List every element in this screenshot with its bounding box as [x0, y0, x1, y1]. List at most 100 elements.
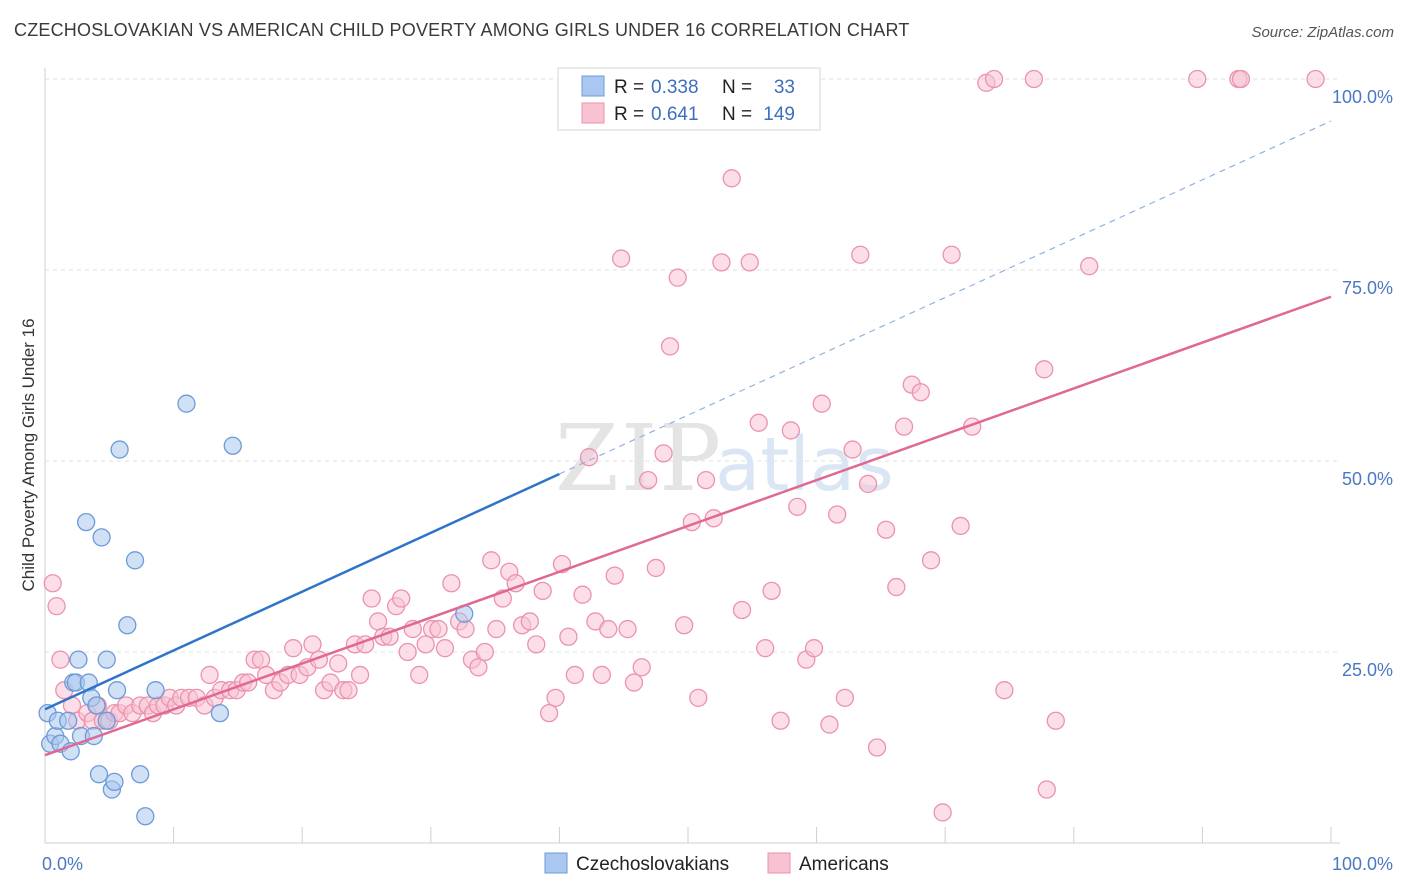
stats-legend: R = 0.338 N = 33 R = 0.641 N = 149: [557, 67, 821, 131]
americans-point-112: [771, 711, 790, 730]
americans-point-55: [380, 627, 399, 646]
czechoslovakians-point-28: [146, 681, 165, 700]
americans-trend-line: [44, 295, 1332, 757]
americans-point-98: [660, 337, 680, 356]
americans-point-94: [632, 658, 651, 677]
americans-point-105: [712, 253, 731, 272]
series-legend: Czechoslovakians Americans: [544, 852, 889, 875]
americans-point-48: [339, 681, 358, 700]
americans-point-35: [257, 665, 276, 685]
americans-point-89: [599, 619, 618, 639]
americans-point-78: [527, 635, 546, 654]
x-tick-label-0: 0.0%: [42, 854, 83, 874]
americans-point-99: [668, 268, 687, 287]
legend-n-value-0: 33: [774, 77, 795, 98]
series-legend-label-czechoslovakians: Czechoslovakians: [576, 854, 729, 875]
czechoslovakians-point-19: [97, 650, 116, 669]
americans-point-126: [887, 577, 906, 597]
czechoslovakians-point-30: [210, 703, 230, 723]
americans-point-0: [43, 574, 62, 593]
americans-point-102: [689, 688, 708, 707]
americans-point-133: [951, 516, 970, 536]
americans-point-57: [392, 589, 411, 608]
americans-point-96: [646, 558, 665, 578]
americans-point-111: [762, 581, 781, 601]
americans-point-61: [416, 635, 435, 654]
americans-point-46: [329, 654, 348, 673]
source-credit: Source: ZipAtlas.com: [1251, 24, 1394, 41]
czechoslovakians-point-17: [92, 528, 111, 547]
americans-point-131: [933, 803, 952, 822]
series-legend-label-americans: Americans: [799, 854, 889, 875]
americans-point-95: [638, 470, 658, 490]
americans-point-122: [851, 245, 870, 264]
americans-point-70: [475, 642, 494, 662]
y-axis-label: Child Poverty Among Girls Under 16: [19, 318, 38, 591]
americans-point-26: [200, 665, 219, 685]
czechoslovakians-point-16: [89, 765, 109, 784]
americans-point-117: [812, 394, 831, 413]
legend-n-label-0: N =: [722, 77, 752, 98]
legend-r-label-0: R =: [614, 77, 644, 98]
trend-lines: [44, 120, 1332, 757]
czechoslovakians-point-9: [69, 650, 88, 669]
americans-point-92: [618, 619, 637, 639]
americans-point-81: [546, 688, 565, 707]
series-legend-swatch-czechoslovakians: [544, 852, 568, 874]
americans-point-137: [995, 681, 1014, 700]
americans-point-1: [47, 597, 66, 616]
americans-point-109: [749, 413, 768, 432]
legend-r-value-1: 0.641: [651, 104, 699, 125]
americans-point-67: [456, 619, 475, 639]
chart-title: CZECHOSLOVAKIAN VS AMERICAN CHILD POVERT…: [14, 20, 910, 40]
americans-point-86: [579, 448, 599, 467]
legend-r-label-1: R =: [614, 104, 644, 125]
czechoslovakians-point-27: [136, 807, 155, 826]
americans-point-103: [696, 470, 716, 490]
americans-point-100: [674, 616, 694, 635]
americans-point-143: [1188, 69, 1207, 89]
czechoslovakians-point-15: [87, 696, 106, 715]
legend-swatch-americans: [581, 102, 605, 124]
americans-point-123: [858, 474, 878, 494]
czechoslovakians-point-23: [110, 440, 129, 459]
series-legend-swatch-americans: [767, 852, 791, 874]
y-tick-label-25: 25.0%: [1342, 660, 1393, 680]
americans-point-120: [835, 688, 855, 707]
americans-point-80: [539, 703, 559, 723]
americans-point-39: [284, 639, 303, 658]
americans-point-88: [592, 665, 611, 685]
americans-point-124: [867, 738, 887, 757]
czechoslovakians-point-31: [223, 436, 242, 455]
czechoslovakians-point-11: [77, 512, 96, 532]
americans-point-108: [740, 253, 759, 272]
czechoslovakians-point-26: [131, 765, 150, 784]
americans-point-114: [788, 497, 807, 516]
x-ticks: [44, 827, 1332, 843]
americans-point-141: [1046, 711, 1065, 730]
americans-point-97: [654, 444, 673, 463]
czechoslovakians-point-24: [118, 616, 137, 635]
americans-point-84: [565, 665, 584, 685]
americans-point-142: [1080, 257, 1099, 276]
americans-point-138: [1024, 69, 1044, 89]
americans-point-52: [362, 589, 381, 608]
americans-point-34: [251, 650, 271, 669]
czechoslovakians-trend-extension: [559, 120, 1332, 475]
americans-point-140: [1037, 780, 1056, 799]
americans-point-93: [624, 673, 644, 692]
y-tick-label-50: 50.0%: [1342, 469, 1393, 489]
americans-point-129: [911, 383, 930, 402]
americans-point-60: [410, 665, 429, 685]
grid-lines: [45, 78, 1340, 653]
americans-point-106: [722, 169, 741, 188]
americans-point-116: [804, 639, 824, 658]
americans-point-53: [368, 612, 388, 631]
americans-point-77: [520, 612, 539, 631]
czechoslovakians-point-5: [58, 711, 78, 730]
americans-point-113: [781, 421, 801, 440]
americans-point-91: [611, 249, 631, 268]
czechoslovakians-point-21: [105, 772, 124, 792]
americans-point-146: [1306, 69, 1325, 89]
